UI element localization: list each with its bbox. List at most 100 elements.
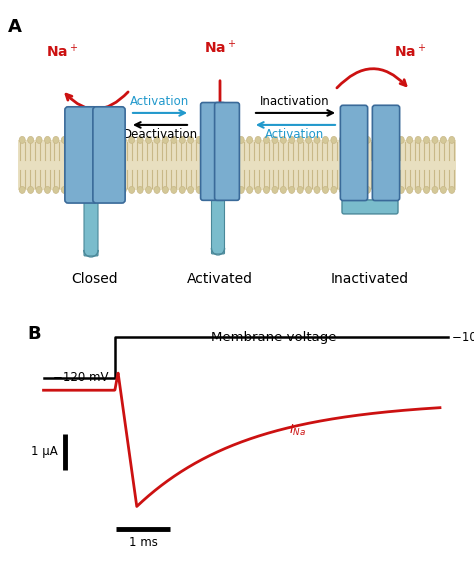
- Ellipse shape: [322, 136, 328, 143]
- Ellipse shape: [365, 187, 371, 193]
- Ellipse shape: [179, 136, 185, 143]
- Ellipse shape: [154, 136, 160, 143]
- Ellipse shape: [306, 136, 311, 143]
- Ellipse shape: [272, 187, 278, 193]
- Ellipse shape: [415, 187, 421, 193]
- Text: A: A: [8, 18, 22, 36]
- Ellipse shape: [280, 136, 286, 143]
- Ellipse shape: [407, 136, 413, 143]
- Ellipse shape: [339, 187, 345, 193]
- Ellipse shape: [70, 136, 76, 143]
- Ellipse shape: [19, 136, 25, 143]
- Ellipse shape: [424, 136, 429, 143]
- Ellipse shape: [322, 187, 328, 193]
- Text: Activation: Activation: [265, 128, 325, 141]
- Ellipse shape: [129, 187, 135, 193]
- Text: Membrane voltage: Membrane voltage: [211, 332, 336, 345]
- Ellipse shape: [137, 136, 143, 143]
- Ellipse shape: [27, 136, 34, 143]
- Ellipse shape: [171, 136, 177, 143]
- Ellipse shape: [213, 136, 219, 143]
- FancyBboxPatch shape: [342, 200, 398, 214]
- Ellipse shape: [289, 187, 295, 193]
- Text: 1 μA: 1 μA: [31, 446, 58, 459]
- Ellipse shape: [204, 136, 210, 143]
- Ellipse shape: [61, 136, 67, 143]
- Text: Activated: Activated: [187, 272, 253, 286]
- Ellipse shape: [365, 136, 371, 143]
- Ellipse shape: [415, 136, 421, 143]
- Ellipse shape: [129, 136, 135, 143]
- FancyBboxPatch shape: [93, 107, 125, 203]
- Ellipse shape: [348, 187, 354, 193]
- Ellipse shape: [398, 187, 404, 193]
- Ellipse shape: [61, 187, 67, 193]
- Ellipse shape: [306, 187, 311, 193]
- Ellipse shape: [27, 187, 34, 193]
- Ellipse shape: [120, 136, 126, 143]
- Text: Na$^+$: Na$^+$: [394, 43, 426, 60]
- Ellipse shape: [36, 187, 42, 193]
- Ellipse shape: [264, 136, 270, 143]
- Bar: [18, 140, 456, 190]
- Ellipse shape: [221, 136, 228, 143]
- Ellipse shape: [146, 187, 152, 193]
- Ellipse shape: [297, 187, 303, 193]
- Text: −120 mV: −120 mV: [54, 371, 109, 385]
- Ellipse shape: [373, 136, 379, 143]
- Text: Closed: Closed: [72, 272, 118, 286]
- Ellipse shape: [87, 187, 92, 193]
- Text: Deactivation: Deactivation: [122, 128, 198, 141]
- FancyBboxPatch shape: [211, 197, 225, 254]
- FancyBboxPatch shape: [65, 107, 97, 203]
- Ellipse shape: [196, 187, 202, 193]
- Ellipse shape: [440, 136, 447, 143]
- Ellipse shape: [230, 187, 236, 193]
- Ellipse shape: [70, 187, 76, 193]
- Ellipse shape: [382, 136, 387, 143]
- Text: $I_{\mathregular{Na}}$: $I_{\mathregular{Na}}$: [289, 423, 306, 438]
- Ellipse shape: [163, 187, 168, 193]
- Ellipse shape: [238, 136, 244, 143]
- Ellipse shape: [297, 136, 303, 143]
- Ellipse shape: [432, 136, 438, 143]
- Ellipse shape: [45, 187, 50, 193]
- Ellipse shape: [373, 187, 379, 193]
- Ellipse shape: [78, 187, 84, 193]
- Ellipse shape: [45, 136, 50, 143]
- Ellipse shape: [95, 187, 101, 193]
- Ellipse shape: [255, 187, 261, 193]
- Ellipse shape: [103, 187, 109, 193]
- Ellipse shape: [179, 187, 185, 193]
- Ellipse shape: [53, 187, 59, 193]
- FancyBboxPatch shape: [201, 103, 226, 200]
- Ellipse shape: [163, 136, 168, 143]
- Ellipse shape: [449, 136, 455, 143]
- Ellipse shape: [137, 187, 143, 193]
- Ellipse shape: [432, 187, 438, 193]
- Ellipse shape: [348, 136, 354, 143]
- Ellipse shape: [230, 136, 236, 143]
- Ellipse shape: [221, 187, 228, 193]
- Ellipse shape: [204, 187, 210, 193]
- Ellipse shape: [339, 136, 345, 143]
- Ellipse shape: [19, 187, 25, 193]
- Ellipse shape: [280, 187, 286, 193]
- FancyBboxPatch shape: [84, 199, 98, 256]
- Ellipse shape: [188, 136, 194, 143]
- Ellipse shape: [390, 187, 396, 193]
- Ellipse shape: [314, 187, 320, 193]
- Ellipse shape: [188, 187, 194, 193]
- Ellipse shape: [78, 136, 84, 143]
- Ellipse shape: [171, 187, 177, 193]
- Ellipse shape: [314, 136, 320, 143]
- Ellipse shape: [331, 136, 337, 143]
- Ellipse shape: [112, 187, 118, 193]
- Ellipse shape: [407, 187, 413, 193]
- Ellipse shape: [264, 187, 270, 193]
- Text: Na$^+$: Na$^+$: [46, 43, 78, 60]
- Ellipse shape: [424, 187, 429, 193]
- FancyBboxPatch shape: [215, 103, 239, 200]
- Ellipse shape: [112, 136, 118, 143]
- Ellipse shape: [246, 136, 253, 143]
